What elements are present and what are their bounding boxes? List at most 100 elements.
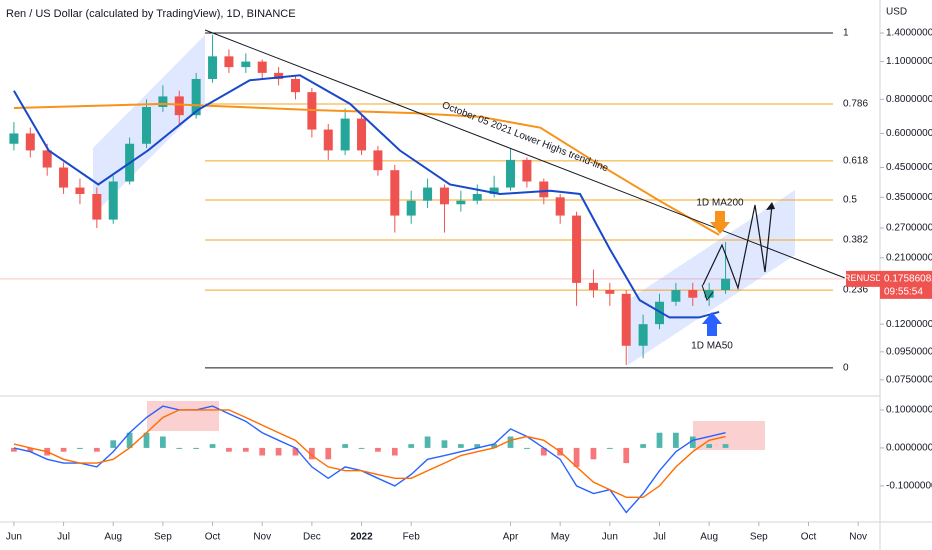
candle-body — [257, 61, 267, 73]
histogram-bar — [656, 432, 663, 448]
candle-body — [25, 133, 35, 151]
histogram-bar — [441, 440, 448, 448]
countdown-label: 09:55:54 — [884, 287, 923, 298]
histogram-bar — [27, 447, 34, 452]
x-tick-label: 2022 — [350, 532, 373, 543]
candle-body — [423, 187, 433, 201]
highlight-box — [147, 401, 219, 431]
chart-title: Ren / US Dollar (calculated by TradingVi… — [6, 8, 296, 20]
histogram-bar — [292, 447, 299, 456]
candle-body — [141, 106, 152, 144]
candle-body — [42, 150, 52, 168]
fib-label: 0.618 — [843, 156, 868, 167]
candle-body — [522, 159, 532, 182]
fib-label: 0.5 — [843, 195, 857, 206]
projection — [702, 204, 773, 291]
trend-line — [204, 29, 846, 279]
x-tick-label: Nov — [849, 532, 867, 543]
histogram-bar — [507, 436, 514, 448]
x-tick-label: Sep — [750, 532, 768, 543]
histogram-bar — [391, 447, 398, 456]
drawings-top — [204, 29, 846, 336]
histogram-bar — [606, 447, 613, 449]
histogram-bar — [623, 447, 630, 464]
candle-body — [704, 290, 714, 298]
ma-label: 1D MA50 — [691, 341, 733, 352]
candle-body — [323, 129, 333, 151]
histogram-bar — [540, 447, 547, 456]
fib-label: 0 — [843, 362, 849, 373]
x-tick-label: Sep — [154, 532, 172, 543]
candle-body — [654, 301, 665, 325]
candle-body — [439, 187, 449, 205]
candle-body — [373, 150, 383, 171]
macd-line — [13, 405, 726, 514]
x-tick-label: Aug — [104, 532, 122, 543]
fib-label: 1 — [843, 28, 849, 39]
histogram-bar — [524, 447, 530, 449]
candle-body — [506, 159, 516, 188]
histogram-bar — [342, 444, 349, 448]
ma-label: 1D MA200 — [696, 198, 744, 209]
candle-body — [92, 193, 102, 220]
candle-body — [75, 187, 85, 194]
candle-body — [191, 78, 201, 116]
arrow-up — [702, 312, 722, 336]
candle-body — [638, 324, 648, 346]
histogram-bar — [11, 447, 17, 452]
histogram-bar — [408, 444, 415, 448]
price-label: 0.17586082 — [884, 274, 932, 285]
candle-body — [208, 56, 218, 79]
histogram-bar — [689, 436, 696, 448]
projection — [701, 284, 714, 302]
histogram-bar — [60, 447, 67, 452]
candle-body — [456, 200, 466, 205]
fib-label: 0.236 — [843, 285, 868, 296]
candle-body — [588, 282, 598, 291]
histogram-bar — [640, 444, 646, 448]
x-tick-label: May — [551, 532, 570, 543]
x-tick-label: Jul — [57, 532, 70, 543]
candle-body — [108, 181, 118, 220]
x-tick-label: Nov — [253, 532, 271, 543]
price-box — [880, 270, 932, 299]
histogram-bar — [457, 444, 464, 448]
candle-body — [555, 197, 565, 216]
candle-body — [9, 133, 19, 144]
candle-body — [671, 290, 681, 302]
x-tick-label: Jul — [653, 532, 666, 543]
x-tick-label: Feb — [403, 532, 421, 543]
histogram-bar — [491, 444, 497, 448]
histogram-bar — [176, 447, 183, 449]
histogram-bar — [309, 447, 315, 460]
candle-body — [472, 193, 482, 201]
candle-body — [59, 167, 69, 188]
histogram-bar — [358, 447, 365, 449]
x-tick-label: Apr — [503, 532, 519, 543]
histogram-bar — [160, 436, 166, 448]
candle-body — [572, 215, 582, 283]
histogram-bar — [226, 447, 232, 452]
highlight-box — [693, 421, 765, 450]
histogram-bar — [722, 444, 729, 448]
histogram-bar — [126, 432, 133, 448]
histogram-bar — [573, 447, 580, 467]
histogram-bar — [706, 444, 713, 448]
y-tick-label: 0.07500000 — [886, 374, 932, 385]
histogram-bar — [474, 444, 481, 448]
histogram-bar — [424, 436, 431, 448]
candle-body — [340, 118, 350, 151]
histogram-bar — [325, 447, 332, 460]
macd-line — [13, 409, 726, 499]
moving-average — [13, 102, 720, 236]
candle-body — [174, 96, 184, 116]
candle-body — [390, 170, 400, 216]
histogram-bar — [143, 432, 150, 448]
